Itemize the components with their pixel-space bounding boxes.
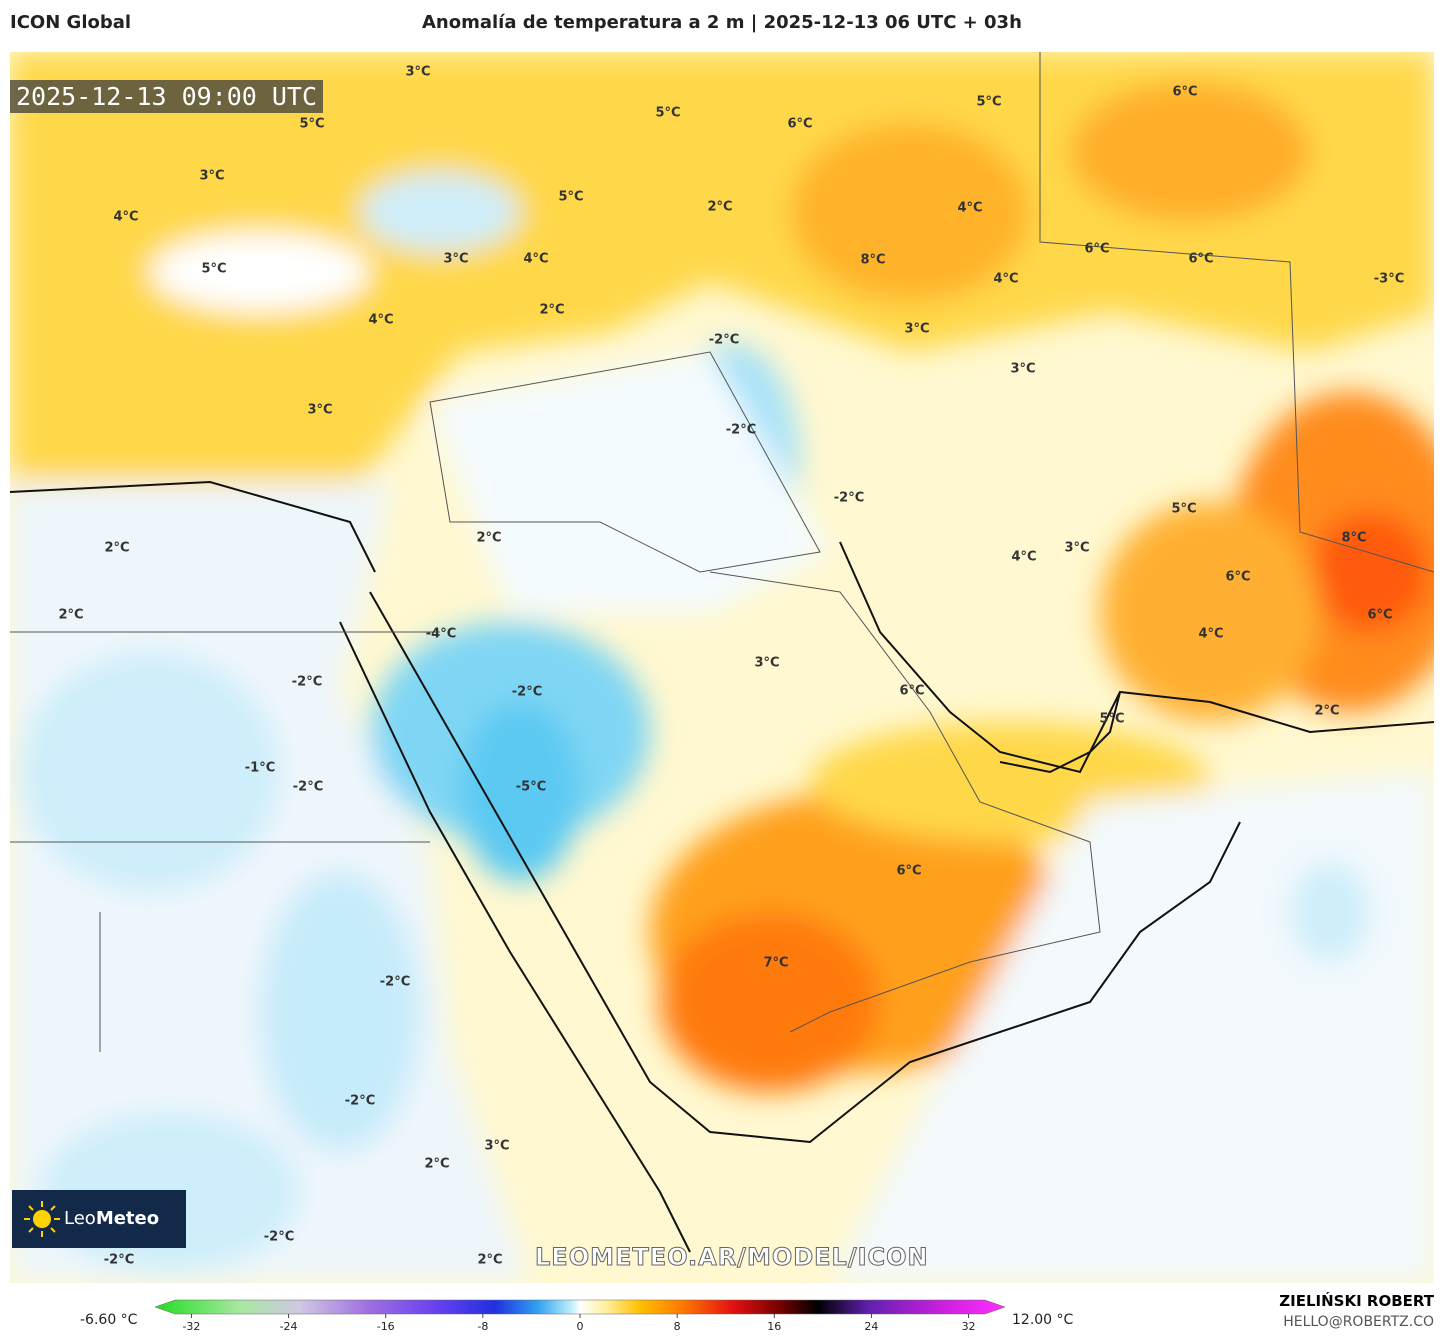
logo-sun — [24, 1201, 60, 1237]
contour-label: 2°C — [707, 200, 732, 215]
contour-label: 2°C — [476, 531, 501, 546]
contour-label: 4°C — [113, 210, 138, 225]
contour-label: 6°C — [1188, 252, 1213, 267]
contour-label: 3°C — [754, 656, 779, 671]
logo-meteo: Meteo — [95, 1208, 160, 1229]
contour-label: 5°C — [1099, 712, 1124, 727]
contour-label: -2°C — [726, 423, 756, 438]
contour-label: -2°C — [264, 1230, 294, 1245]
logo-leo: Leo — [64, 1208, 96, 1229]
contour-label: 4°C — [523, 252, 548, 267]
contour-label: -4°C — [426, 627, 456, 642]
contour-label: 5°C — [201, 262, 226, 277]
colorbar-tick-label: -24 — [280, 1320, 298, 1333]
contour-label: 2°C — [477, 1253, 502, 1268]
contour-label: 3°C — [199, 169, 224, 184]
colorbar-max: 12.00 °C — [1012, 1312, 1074, 1328]
contour-label: 5°C — [1171, 502, 1196, 517]
contour-label: -2°C — [292, 675, 322, 690]
colorbar-tick-label: 32 — [962, 1320, 976, 1333]
contour-label: 4°C — [993, 272, 1018, 287]
contour-label: 6°C — [896, 864, 921, 879]
contour-label: 6°C — [1084, 242, 1109, 257]
contour-label: 8°C — [1341, 531, 1366, 546]
contour-label: -2°C — [709, 333, 739, 348]
contour-label: 5°C — [976, 95, 1001, 110]
colorbar-tick-label: 24 — [864, 1320, 878, 1333]
contour-label: -2°C — [512, 685, 542, 700]
colorbar-tick-label: 0 — [577, 1320, 584, 1333]
contour-label: 8°C — [860, 253, 885, 268]
model-name: ICON Global — [10, 12, 132, 33]
contour-label: -2°C — [104, 1253, 134, 1268]
map: 3°C 5°C 3°C 4°C 5°C 4°C 3°C 3°C 4°C 5°C 5°C 2°C 2°C 6… — [10, 52, 1434, 1283]
contour-label: 4°C — [957, 201, 982, 216]
contour-label: 6°C — [1172, 85, 1197, 100]
contour-label: 6°C — [787, 117, 812, 132]
contour-label: -2°C — [380, 975, 410, 990]
contour-label: 3°C — [443, 252, 468, 267]
contour-label: 3°C — [405, 65, 430, 80]
contour-label: 5°C — [558, 190, 583, 205]
contour-label: 4°C — [368, 313, 393, 328]
contour-labels: 3°C 5°C 3°C 4°C 5°C 4°C 3°C 3°C 4°C 5°C 5°C 2°C 2°C 6… — [58, 65, 1404, 1268]
borders — [10, 52, 1434, 1052]
contour-label: 3°C — [484, 1139, 509, 1154]
contour-label: -1°C — [245, 761, 275, 776]
contour-label: 6°C — [1367, 608, 1392, 623]
contour-label: -3°C — [1374, 272, 1404, 287]
contour-label: 5°C — [299, 117, 324, 132]
contour-label: 6°C — [899, 684, 924, 699]
colorbar-tick-label: 16 — [767, 1320, 781, 1333]
colorbar-tick-label: -32 — [182, 1320, 200, 1333]
contour-label: 6°C — [1225, 570, 1250, 585]
colorbar-tick-label: -16 — [377, 1320, 395, 1333]
contour-label: 3°C — [904, 322, 929, 337]
contour-label: -5°C — [516, 780, 546, 795]
email: HELLO@ROBERTZ.CO — [1283, 1314, 1434, 1330]
contour-label: 2°C — [539, 303, 564, 318]
watermark: LEOMETEO.AR/MODEL/ICON — [535, 1243, 929, 1272]
contour-label: 2°C — [1314, 704, 1339, 719]
colorbar: -32 -24 -16 -8 0 8 16 24 32 — [154, 1299, 1006, 1333]
contour-label: 2°C — [424, 1157, 449, 1172]
colorbar-ramp — [154, 1299, 1006, 1315]
author: ZIELIŃSKI ROBERT — [1279, 1292, 1434, 1310]
contour-label: 5°C — [655, 106, 680, 121]
contour-label: 7°C — [763, 956, 788, 971]
contour-label: 3°C — [307, 403, 332, 418]
colorbar-min: -6.60 °C — [80, 1312, 138, 1328]
contour-label: 4°C — [1011, 550, 1036, 565]
valid-time: 2025-12-13 09:00 UTC — [10, 80, 324, 113]
colorbar-tick-label: -8 — [477, 1320, 488, 1333]
coastline — [10, 480, 1434, 1253]
contour-label: -2°C — [834, 491, 864, 506]
anomaly-field — [10, 52, 1434, 1283]
contour-label: 3°C — [1064, 541, 1089, 556]
contour-label: 2°C — [104, 541, 129, 556]
contour-label: 4°C — [1198, 627, 1223, 642]
logo-text: LeoMeteo — [64, 1208, 159, 1229]
contour-label: -2°C — [345, 1094, 375, 1109]
logo: LeoMeteo — [12, 1190, 186, 1248]
contour-label: -2°C — [293, 780, 323, 795]
contour-label: 3°C — [1010, 362, 1035, 377]
map-title: Anomalía de temperatura a 2 m | 2025-12-… — [422, 12, 1022, 33]
colorbar-tick-label: 8 — [674, 1320, 681, 1333]
contour-label: 2°C — [58, 608, 83, 623]
